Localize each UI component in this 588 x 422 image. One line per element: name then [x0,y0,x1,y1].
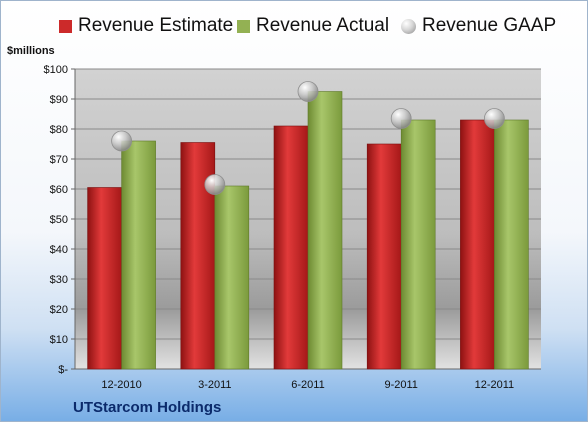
legend-label-estimate: Revenue Estimate [78,15,234,36]
gaap-point [297,81,319,102]
bar-actual [121,140,156,370]
gaap-point [204,174,226,195]
gaap-point [111,130,132,152]
legend-swatch-actual [237,19,250,33]
y-tick-label: $100 [44,64,68,76]
legend-swatch-estimate [59,19,72,33]
y-tick-label: $- [58,364,68,376]
y-tick-label: $70 [50,154,68,166]
y-tick-label: $30 [50,274,68,286]
bar-estimate [366,143,402,370]
legend: Revenue Estimate Revenue Actual Revenue … [1,15,587,43]
legend-item-estimate: Revenue Estimate [59,15,233,37]
bar-actual [307,91,343,370]
y-axis-label: $millions [7,45,55,57]
x-tick-label: 12-2011 [475,379,515,391]
x-ticks: 12-2010 3-2011 6-2011 9-2011 12-2011 [101,379,514,391]
x-tick-label: 6-2011 [291,379,324,391]
y-tick-label: $60 [50,184,68,196]
y-tick-label: $40 [50,244,68,256]
legend-swatch-gaap [401,18,416,34]
y-tick-label: $80 [50,124,68,136]
legend-item-gaap: Revenue GAAP [401,15,556,37]
y-tick-label: $10 [50,334,68,346]
bar-actual [494,119,529,370]
gaap-points [111,81,505,195]
legend-label-gaap: Revenue GAAP [422,15,557,36]
gaap-point [483,108,505,129]
y-ticks: $- $10 $20 $30 $40 $50 $60 $70 $80 $90 $100 [44,64,76,376]
legend-item-actual: Revenue Actual [237,15,389,37]
bar-actual [214,185,250,370]
bar-actual [400,119,436,370]
bar-estimate [87,187,122,370]
bars [87,91,529,370]
x-tick-label: 3-2011 [198,379,231,391]
legend-label-actual: Revenue Actual [256,15,390,36]
y-tick-label: $20 [50,304,68,316]
x-tick-label: 9-2011 [384,379,417,391]
x-tick-label: 12-2010 [101,379,141,391]
y-tick-label: $90 [50,94,68,106]
bar-estimate [460,119,495,370]
company-name: UTStarcom Holdings [73,399,222,416]
y-tick-label: $50 [50,214,68,226]
bar-estimate [273,125,309,370]
gaap-point [390,108,412,129]
